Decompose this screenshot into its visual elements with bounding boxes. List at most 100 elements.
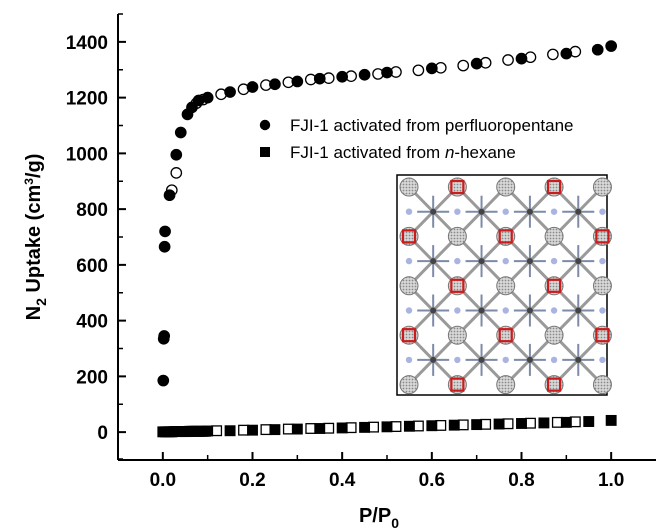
desorption-point (525, 417, 536, 429)
desorption-point (412, 64, 425, 77)
paddlewheel-unit (450, 377, 465, 392)
desorption-point (345, 422, 357, 434)
y-tick-label: 1200 (66, 89, 108, 110)
adsorption-point (202, 425, 214, 437)
adsorption-point (426, 420, 438, 432)
adsorption-point (201, 91, 214, 104)
adsorption-point (269, 78, 281, 91)
desorption-point (170, 167, 183, 179)
y-tick-label: 1000 (66, 144, 108, 165)
x-axis-title-sub: 0 (391, 515, 399, 530)
desorption-point (435, 419, 447, 431)
legend-marker-square (260, 147, 270, 157)
organic-cluster (544, 375, 564, 395)
y-axis-title-part: /g) (23, 154, 45, 178)
legend-text-part: -hexane (454, 143, 515, 162)
adsorption-point (174, 126, 187, 139)
adsorption-point (314, 423, 326, 434)
desorption-point (502, 418, 514, 430)
legend-marker-circle (259, 119, 271, 131)
nitrogen-atom (502, 257, 509, 265)
desorption-point (547, 48, 559, 61)
y-tick-label: 800 (76, 200, 108, 221)
metal-node (526, 258, 533, 265)
organic-cluster (399, 325, 419, 345)
adsorption-point (403, 420, 415, 432)
organic-cluster (544, 276, 564, 296)
organic-cluster (496, 375, 516, 395)
paddlewheel-unit (498, 328, 513, 343)
organic-cluster (399, 375, 419, 395)
paddlewheel-unit (595, 328, 610, 343)
paddlewheel-unit (401, 229, 417, 244)
adsorption-point (425, 62, 438, 75)
adsorption-point (336, 422, 348, 434)
adsorption-point (291, 423, 303, 435)
metal-node (478, 258, 485, 265)
desorption-point (502, 54, 514, 66)
adsorption-point (291, 75, 304, 88)
legend-entry-text: FJI-1 activated from n-hexane (290, 143, 516, 162)
organic-cluster (399, 276, 419, 296)
paddlewheel-unit (546, 377, 562, 392)
y-axis-title-part: Uptake (cm (23, 185, 45, 298)
adsorption-point (605, 414, 617, 426)
paddlewheel-unit (498, 229, 513, 244)
desorption-point (412, 420, 424, 432)
y-tick-label: 400 (76, 312, 108, 333)
nitrogen-atom (550, 307, 558, 314)
nitrogen-atom (599, 356, 606, 364)
paddlewheel-unit (450, 278, 465, 293)
adsorption-point (336, 70, 349, 83)
legend-entry-text: FJI-1 activated from perfluoropentane (290, 116, 573, 135)
organic-cluster (496, 325, 516, 345)
y-tick-label: 600 (76, 256, 108, 277)
crystal-structure-image (399, 177, 612, 395)
metal-node (575, 356, 582, 363)
adsorption-point (471, 419, 483, 431)
nitrogen-atom (405, 208, 413, 215)
organic-cluster (399, 226, 419, 246)
adsorption-point (560, 416, 572, 428)
adsorption-point (560, 47, 573, 60)
organic-cluster (447, 226, 467, 246)
adsorption-point (448, 419, 460, 431)
adsorption-point (186, 101, 198, 114)
desorption-point (238, 424, 249, 436)
adsorption-point (163, 189, 176, 202)
y-axis-title-sup: 3 (22, 178, 36, 185)
y-axis-title-sub: 2 (33, 298, 49, 306)
nitrogen-atom (550, 208, 558, 215)
nitrogen-atom (599, 208, 606, 215)
adsorption-point (224, 425, 236, 437)
desorption-point (305, 423, 317, 434)
metal-node (430, 258, 437, 265)
organic-cluster (447, 375, 467, 395)
adsorption-point (359, 421, 371, 433)
metal-node (478, 307, 485, 314)
desorption-point (480, 418, 492, 430)
organic-cluster (496, 177, 516, 197)
organic-cluster (592, 375, 612, 395)
metal-node (575, 258, 582, 265)
y-tick-label: 200 (76, 367, 108, 388)
desorption-point (282, 423, 294, 435)
nitrogen-atom (550, 257, 558, 265)
adsorption-point (159, 225, 171, 238)
legend-text-italic: n (445, 143, 454, 162)
desorption-point (457, 59, 470, 72)
nitrogen-atom (454, 356, 461, 364)
paddlewheel-unit (450, 179, 465, 195)
nitrogen-atom (405, 307, 413, 314)
nitrogen-atom (502, 356, 509, 364)
organic-cluster (544, 325, 564, 345)
x-axis-title: P/P0 (359, 505, 399, 530)
desorption-point (551, 416, 563, 428)
adsorption-point (158, 240, 171, 253)
desorption-point (390, 421, 402, 433)
adsorption-point (247, 424, 258, 436)
desorption-point (457, 419, 469, 431)
y-tick-label: 0 (97, 423, 108, 444)
metal-node (430, 208, 437, 215)
organic-cluster (592, 226, 612, 246)
